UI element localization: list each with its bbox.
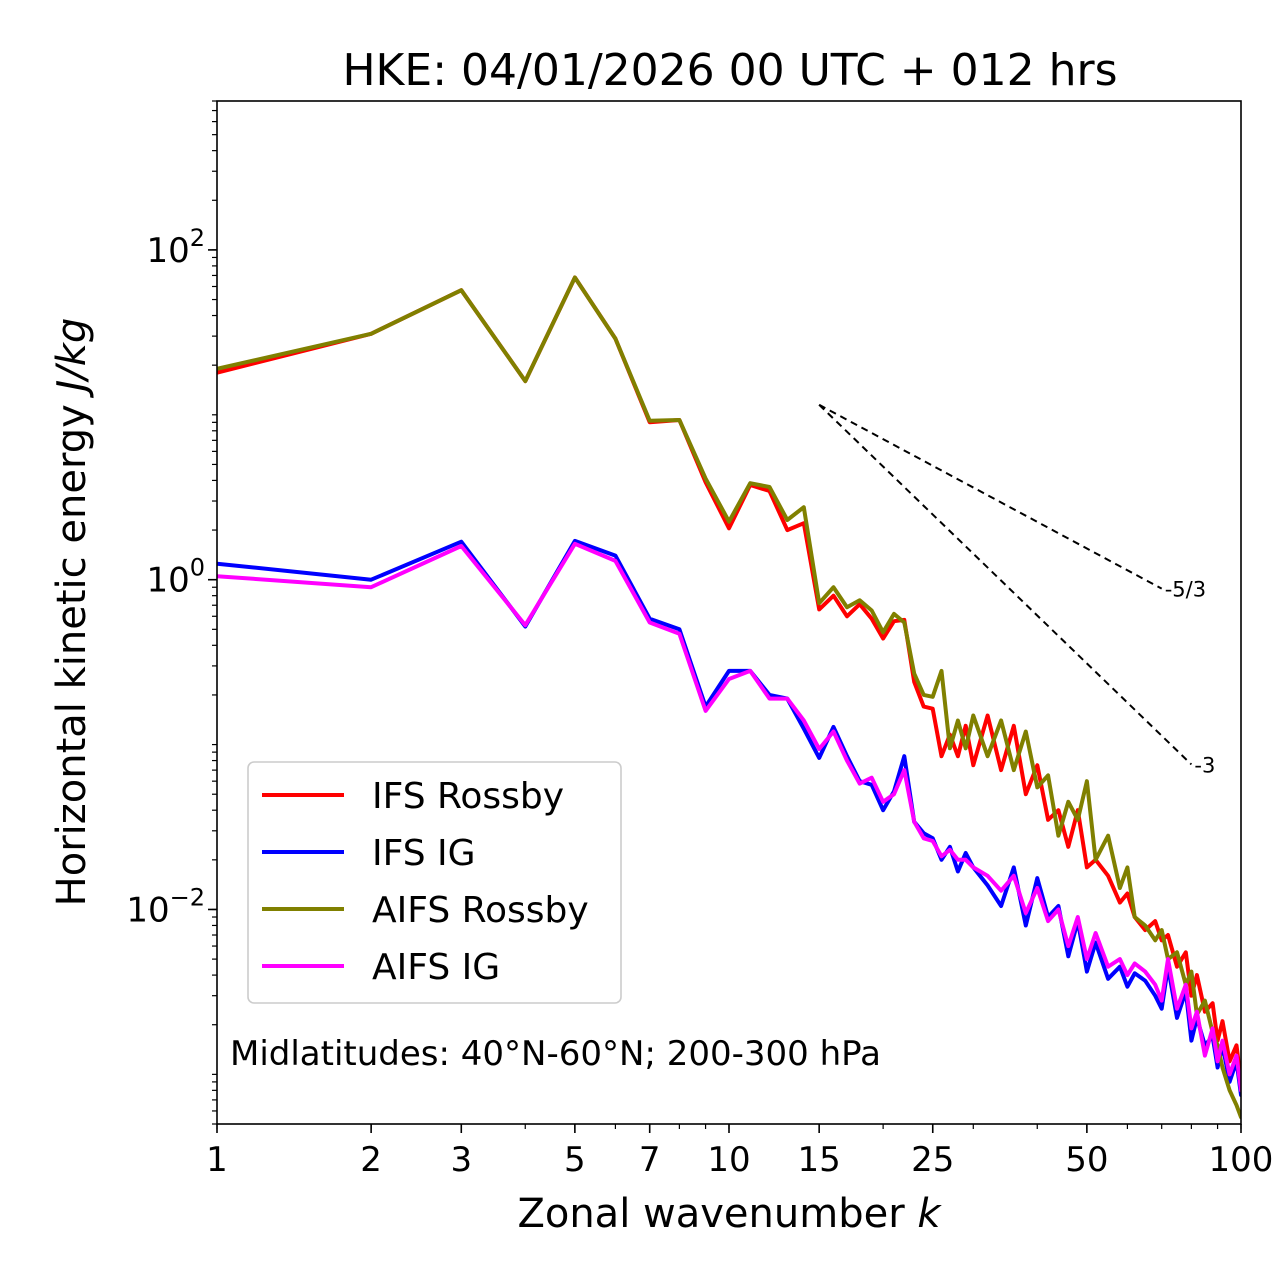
reference-slopes: -5/3 -3 — [818, 403, 1215, 777]
legend-label: AIFS IG — [372, 947, 500, 988]
x-axis-label-var: k — [917, 1191, 942, 1237]
reference-slope-line — [818, 403, 1163, 590]
x-tick-label: 100 — [1209, 1140, 1274, 1180]
reference-slope-label: -3 — [1194, 753, 1215, 777]
x-tick-label: 25 — [911, 1140, 954, 1180]
x-tick-label: 5 — [564, 1140, 586, 1180]
x-tick-label: 3 — [450, 1140, 472, 1180]
y-axis-label-units: J/kg — [49, 318, 95, 399]
x-axis-label: Zonal wavenumber k — [517, 1191, 942, 1237]
series-layer — [217, 275, 1241, 1120]
x-axis-label-text: Zonal wavenumber — [517, 1191, 905, 1237]
chart-title: HKE: 04/01/2026 00 UTC + 012 hrs — [342, 45, 1117, 96]
y-tick-label: 100 — [146, 554, 205, 601]
y-axis-label-text: Horizontal kinetic energy — [49, 404, 95, 906]
x-axis-ticks: 1 2 3 5 7 10 15 25 50 100 — [206, 1124, 1273, 1180]
x-tick-label: 7 — [639, 1140, 661, 1180]
y-axis-ticks: 102 100 10−2 — [126, 100, 217, 1125]
x-tick-label: 15 — [798, 1140, 841, 1180]
reference-slope-line — [818, 404, 1193, 766]
x-tick-label: 1 — [206, 1140, 228, 1180]
y-tick-label: 10−2 — [126, 883, 205, 930]
series-line-aifs-ig — [217, 541, 1241, 1093]
legend-label: IFS Rossby — [372, 776, 564, 817]
legend-box — [247, 761, 622, 1004]
reference-slope-label: -5/3 — [1165, 578, 1206, 602]
legend-label: AIFS Rossby — [372, 890, 589, 931]
x-tick-label: 10 — [707, 1140, 750, 1180]
legend: IFS Rossby IFS IG AIFS Rossby AIFS IG — [247, 761, 622, 1004]
y-tick-label: 102 — [146, 224, 205, 271]
x-tick-label: 50 — [1065, 1140, 1108, 1180]
legend-label: IFS IG — [372, 833, 476, 874]
x-tick-label: 2 — [360, 1140, 382, 1180]
series-line-aifs-rossby — [217, 275, 1241, 1120]
y-axis-label: Horizontal kinetic energy J/kg — [49, 318, 95, 907]
region-annotation: Midlatitudes: 40°N-60°N; 200-300 hPa — [230, 1034, 881, 1074]
